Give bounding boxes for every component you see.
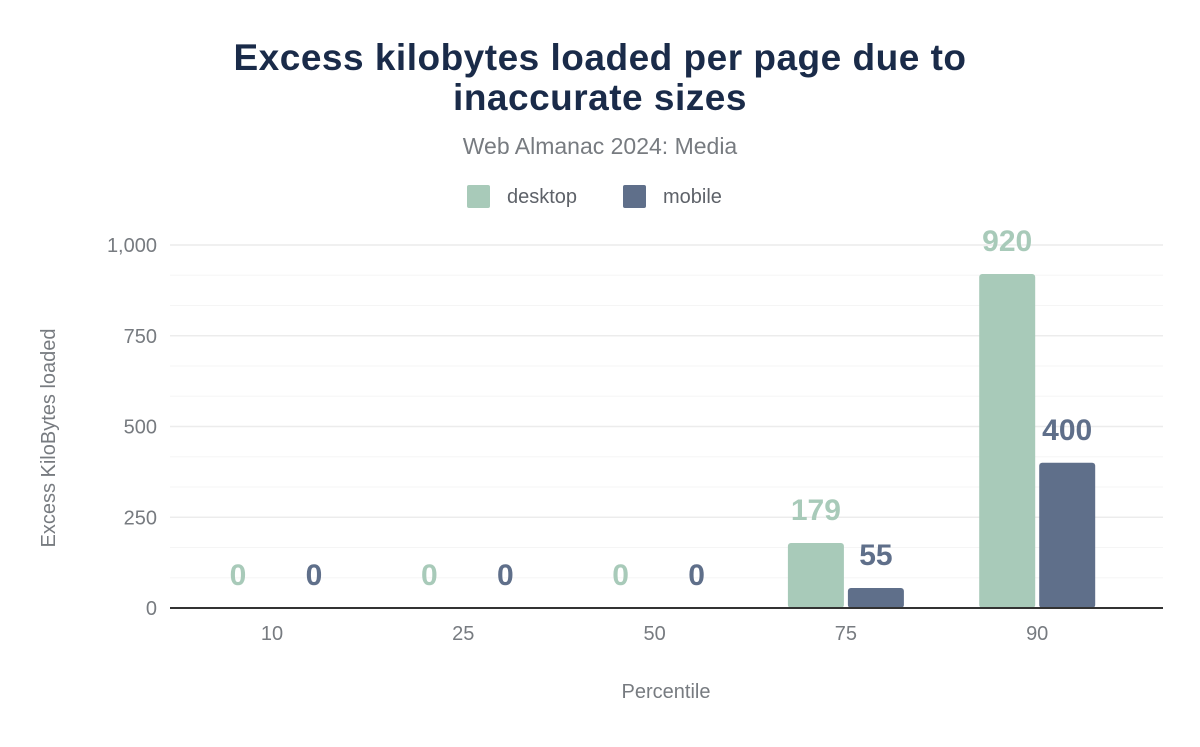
- bar-desktop: [787, 543, 844, 608]
- bar-mobile: [847, 588, 904, 608]
- x-tick-label: 50: [643, 623, 665, 645]
- y-axis-ticks: 0 250 500 750 1,000: [107, 235, 157, 620]
- data-label-desktop: 0: [612, 559, 629, 592]
- y-axis-label: Excess KiloBytes loaded: [38, 328, 60, 547]
- data-label-desktop: 179: [791, 494, 841, 527]
- legend-swatch-mobile: [623, 185, 646, 208]
- x-axis-ticks: 10 25 50 75 90: [261, 623, 1048, 645]
- bars: 0 0 0 0 0 0 179 55 920 400: [230, 225, 1096, 608]
- chart-title-line2: inaccurate sizes: [453, 77, 747, 118]
- y-tick-label: 750: [124, 326, 157, 348]
- y-tick-label: 0: [146, 598, 157, 620]
- data-label-mobile: 0: [497, 559, 514, 592]
- y-tick-label: 500: [124, 417, 157, 439]
- x-tick-label: 75: [835, 623, 857, 645]
- legend: desktop mobile: [467, 185, 722, 208]
- bar-desktop: [979, 274, 1036, 608]
- data-label-desktop: 0: [230, 559, 247, 592]
- data-label-desktop: 920: [982, 225, 1032, 258]
- x-tick-label: 90: [1026, 623, 1048, 645]
- legend-label-desktop[interactable]: desktop: [507, 186, 577, 208]
- y-tick-label: 250: [124, 507, 157, 529]
- x-axis-label: Percentile: [622, 681, 711, 703]
- x-tick-label: 25: [452, 623, 474, 645]
- data-label-desktop: 0: [421, 559, 438, 592]
- data-label-mobile: 0: [306, 559, 323, 592]
- chart-title: Excess kilobytes loaded per page due to: [233, 37, 966, 78]
- bar-mobile: [1039, 462, 1096, 608]
- data-label-mobile: 400: [1042, 414, 1092, 447]
- data-label-mobile: 0: [688, 559, 705, 592]
- y-tick-label: 1,000: [107, 235, 157, 257]
- x-tick-label: 10: [261, 623, 283, 645]
- legend-label-mobile[interactable]: mobile: [663, 186, 722, 208]
- data-label-mobile: 55: [859, 539, 892, 572]
- legend-swatch-desktop: [467, 185, 490, 208]
- chart-subtitle: Web Almanac 2024: Media: [463, 133, 738, 159]
